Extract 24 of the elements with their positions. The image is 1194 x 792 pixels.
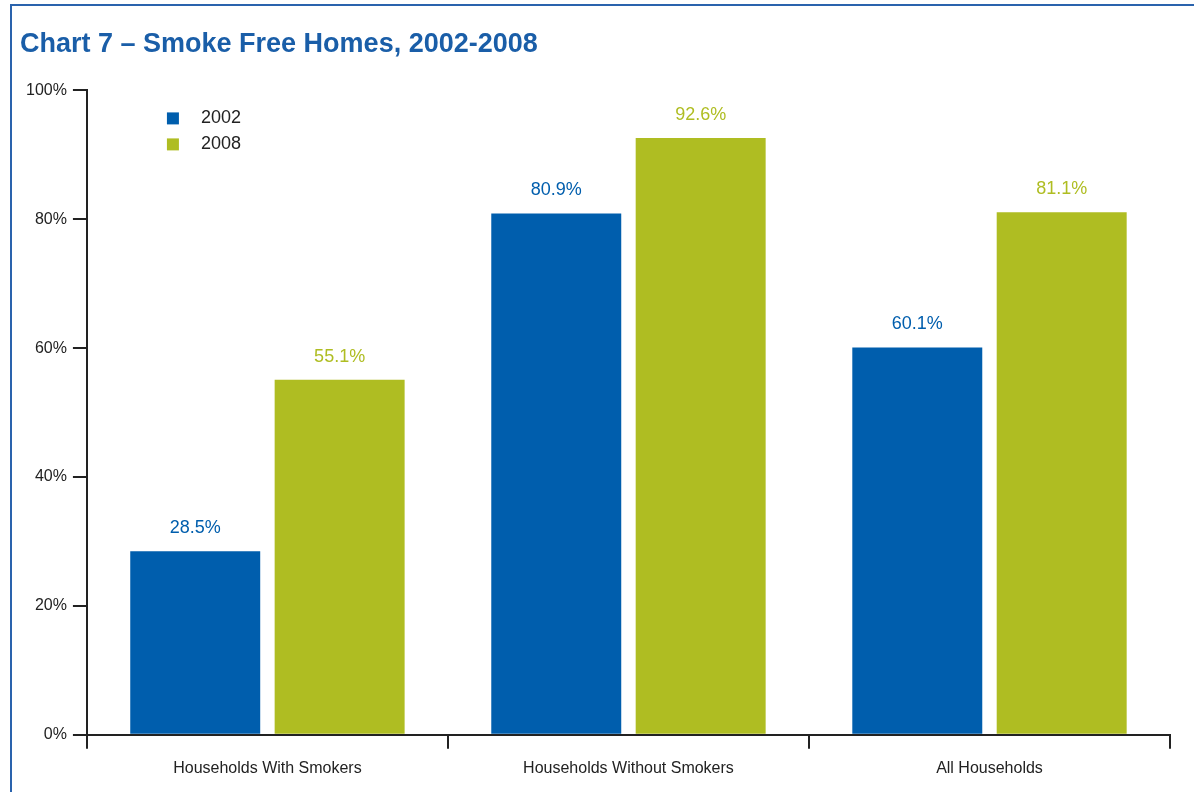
bar — [635, 138, 766, 734]
data-label: 81.1% — [1036, 178, 1088, 199]
x-tick-label: Households Without Smokers — [523, 758, 734, 776]
bar — [852, 347, 983, 734]
x-tick-label: All Households — [936, 758, 1043, 776]
bar — [274, 379, 405, 734]
legend-label: 2008 — [200, 133, 241, 154]
bar — [130, 551, 261, 734]
legend-label: 2002 — [200, 107, 241, 128]
y-tick-label: 0% — [43, 725, 67, 743]
y-tick-label: 20% — [34, 596, 67, 614]
data-label: 80.9% — [530, 179, 582, 200]
y-tick-label: 80% — [34, 209, 67, 227]
x-tick-label: Households With Smokers — [173, 758, 362, 776]
y-tick-label: 60% — [34, 338, 67, 356]
data-label: 55.1% — [314, 345, 366, 366]
y-tick-label: 100% — [26, 80, 67, 98]
bar — [491, 213, 622, 734]
y-tick-label: 40% — [34, 467, 67, 485]
data-label: 60.1% — [891, 313, 943, 334]
bar — [996, 212, 1127, 734]
data-label: 92.6% — [675, 104, 727, 125]
chart-title: Chart 7 – Smoke Free Homes, 2002-2008 — [20, 27, 538, 58]
data-label: 28.5% — [169, 517, 221, 538]
